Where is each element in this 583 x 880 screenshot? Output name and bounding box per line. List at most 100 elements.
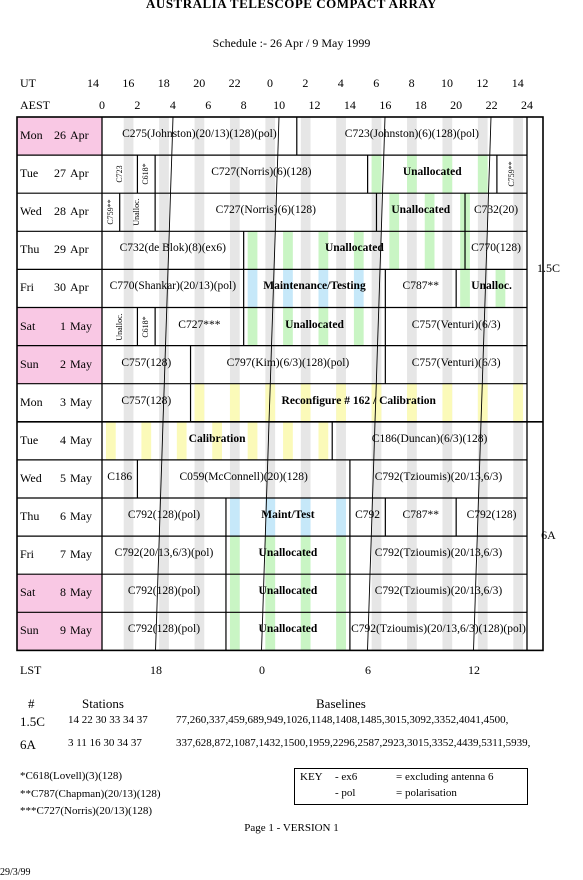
ut-tick-label: 16 (122, 76, 135, 90)
day-label-weekday: Thu (20, 242, 40, 257)
day-label-month: May (70, 585, 92, 600)
day-label-date: 30 (54, 280, 66, 295)
aest-tick-label: 10 (273, 98, 286, 112)
schedule-block: C792 (355, 509, 381, 522)
aest-tick-label: 20 (450, 98, 463, 112)
key-desc: = excluding antenna 6 (396, 771, 494, 783)
day-label-date: 26 (54, 128, 66, 143)
lst-tick-label: 0 (259, 663, 265, 677)
aest-tick-label: 24 (521, 98, 533, 112)
lst-axis-label: LST (20, 663, 42, 677)
schedule-block: C792(Tzioumis)(20/13,6/3) (374, 470, 503, 483)
schedule-block: Unallocated (285, 318, 344, 331)
aest-tick-label: 0 (99, 98, 105, 112)
schedule-block: Unallocated (391, 204, 451, 217)
schedule-block: C787** (402, 509, 439, 522)
day-label-month: May (70, 318, 92, 333)
baselines-header: Baselines (316, 696, 366, 711)
day-label-weekday: Sat (20, 318, 36, 333)
ut-tick-label: 22 (228, 76, 241, 90)
schedule-block: C757(Venturi)(6/3) (411, 318, 501, 331)
schedule-block: C792(128)(pol) (127, 585, 201, 598)
station-row-config: 6A (20, 737, 36, 752)
key-desc: = polarisation (396, 787, 457, 799)
stations-header: Stations (82, 696, 124, 711)
day-label-month: May (70, 547, 92, 562)
day-label-weekday: Wed (20, 204, 42, 219)
aest-tick-label: 14 (343, 98, 356, 112)
schedule-block: C618* (141, 315, 151, 338)
schedule-block: C727*** (178, 318, 221, 331)
day-label-date: 1 (60, 318, 66, 333)
footnote: **C787(Chapman)(20/13)(128) (20, 788, 161, 800)
schedule-block: C787** (402, 280, 439, 293)
aest-tick-label: 22 (485, 98, 498, 112)
schedule-block: Unallocated (258, 623, 318, 636)
station-row-config: 1.5C (20, 714, 45, 729)
day-label-weekday: Tue (20, 166, 39, 181)
schedule-block: C727(Norris)(6)(128) (215, 204, 316, 217)
lst-tick-label: 12 (468, 663, 480, 677)
day-label-date: 8 (60, 585, 66, 600)
aest-tick-label: 8 (240, 98, 247, 112)
config-label: 6A (541, 528, 556, 543)
key-code: - ex6 (335, 771, 358, 783)
day-label-date: 6 (60, 509, 66, 524)
day-label-weekday: Wed (20, 470, 42, 485)
day-label-weekday: Fri (20, 547, 35, 562)
schedule-block: C792(Tzioumis)(20/13,6/3)(128)(pol) (351, 623, 526, 636)
day-label-weekday: Fri (20, 280, 35, 295)
schedule-block: Unallocated (258, 547, 318, 560)
aest-tick-label: 2 (134, 98, 141, 112)
schedule-block: Maintenance/Testing (263, 280, 366, 293)
lst-tick-label: 6 (365, 663, 371, 677)
ut-tick-label: 14 (87, 76, 99, 90)
schedule-block: C275(Johnston)(20/13)(128)(pol) (122, 128, 277, 141)
schedule-block: Reconfigure # 162 / Calibration (281, 394, 436, 407)
day-label-weekday: Sun (20, 356, 39, 371)
config-label: 1.5C (536, 261, 560, 276)
day-label-weekday: Sun (20, 623, 39, 638)
schedule-block: C792(128)(pol) (127, 623, 201, 636)
lst-tick-label: 18 (150, 663, 162, 677)
day-label-month: Apr (70, 280, 89, 295)
ut-tick-label: 8 (408, 76, 415, 90)
schedule-block: C732(20) (473, 204, 519, 217)
time-stripe (123, 155, 134, 194)
day-label-month: May (70, 509, 92, 524)
day-label-month: Apr (70, 204, 89, 219)
schedule-block: C792(128)(pol) (127, 509, 201, 522)
schedule-block: C757(Venturi)(6/3) (411, 356, 501, 369)
ut-tick-label: 0 (267, 76, 273, 90)
day-label-month: Apr (70, 128, 89, 143)
schedule-block: C186 (107, 470, 133, 483)
day-label-date: 29 (54, 242, 66, 257)
footnote: ***C727(Norris)(20/13)(128) (20, 805, 152, 817)
schedule-block: C618* (141, 163, 151, 185)
lst-line (367, 116, 386, 651)
day-label-month: Apr (70, 166, 89, 181)
day-label-weekday: Thu (20, 509, 40, 524)
schedule-block: Unallocated (258, 585, 318, 598)
ut-tick-label: 6 (373, 76, 380, 90)
day-label-weekday: Mon (20, 394, 43, 409)
ut-tick-label: 10 (441, 76, 453, 90)
station-row-baselines: 77,260,337,459,689,949,1026,1148,1408,14… (176, 714, 509, 726)
day-label-month: May (70, 623, 92, 638)
page-label: Page 1 - VERSION 1 (244, 822, 339, 834)
schedule-block: C757(128) (121, 394, 172, 407)
schedule-block: C759** (105, 199, 115, 225)
key-title: KEY (300, 771, 323, 783)
lst-line (473, 116, 492, 651)
schedule-block: C186(Duncan)(6/3)(128) (371, 432, 488, 445)
aest-axis-label: AEST (20, 98, 50, 112)
date-stamp: 29/3/99 (0, 867, 31, 878)
station-row-stations: 14 22 30 33 34 37 (68, 714, 148, 726)
schedule-block: Unallocated (324, 242, 384, 255)
ut-axis-label: UT (20, 76, 36, 90)
ut-tick-label: 4 (337, 76, 344, 90)
day-label-month: May (70, 470, 92, 485)
schedule-block: C792(Tzioumis)(20/13,6/3) (374, 585, 503, 598)
schedule-subtitle: Schedule :- 26 Apr / 9 May 1999 (212, 36, 371, 50)
schedule-block: C759** (506, 161, 516, 187)
